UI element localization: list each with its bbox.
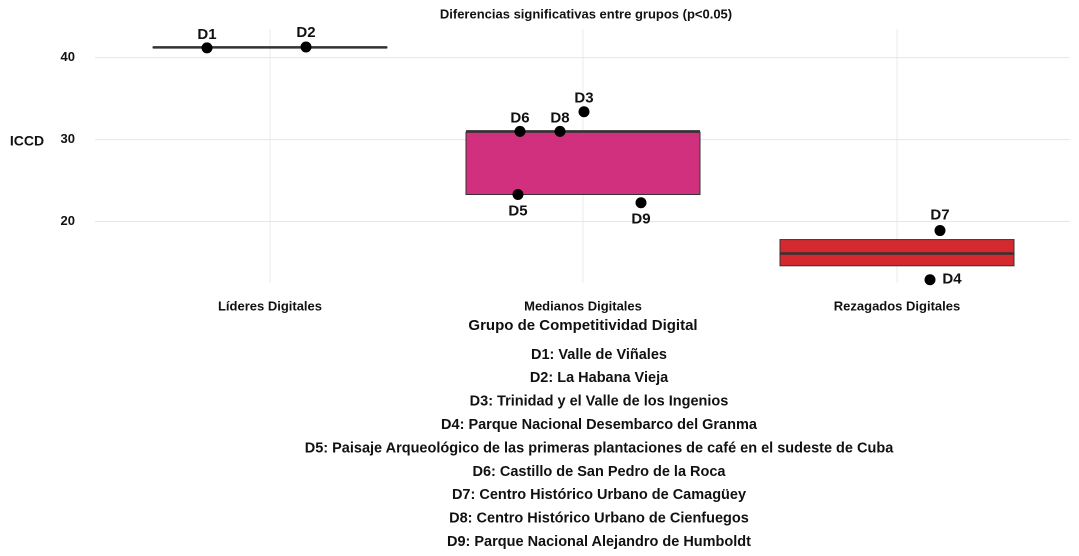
x-axis-label: Grupo de Competitividad Digital (468, 317, 697, 334)
y-tick-label: 20 (61, 213, 75, 228)
chart-title: Diferencias significativas entre grupos … (440, 6, 732, 21)
note: D9: Parque Nacional Alejandro de Humbold… (447, 534, 751, 550)
data-point (934, 225, 946, 237)
x-tick-label: Rezagados Digitales (834, 298, 960, 313)
point-label: D1 (197, 26, 216, 43)
data-point (300, 41, 312, 53)
y-tick-label: 30 (61, 131, 75, 146)
point-label: D4 (942, 271, 962, 288)
note: D7: Centro Histórico Urbano de Camagüey (452, 487, 746, 503)
point-label: D2 (296, 24, 315, 41)
x-tick-label: Medianos Digitales (524, 298, 642, 313)
point-label: D7 (930, 207, 949, 224)
note: D3: Trinidad y el Valle de los Ingenios (470, 394, 729, 410)
data-point (924, 274, 936, 286)
point-label: D5 (508, 202, 527, 219)
note: D4: Parque Nacional Desembarco del Granm… (441, 417, 758, 433)
note: D2: La Habana Vieja (530, 370, 669, 386)
data-point (578, 106, 590, 118)
data-point (512, 189, 524, 201)
data-point (635, 197, 647, 209)
box (465, 131, 701, 196)
y-axis-label: ICCD (10, 133, 44, 149)
data-point (554, 125, 566, 137)
note: D1: Valle de Viñales (531, 347, 667, 363)
point-label: D6 (510, 109, 529, 126)
point-label: D3 (574, 90, 593, 107)
note: D6: Castillo de San Pedro de la Roca (472, 464, 726, 480)
data-point (514, 125, 526, 137)
x-tick-label: Líderes Digitales (218, 298, 322, 313)
y-tick-label: 40 (61, 49, 75, 64)
note: D8: Centro Histórico Urbano de Cienfuego… (449, 511, 749, 527)
point-label: D8 (550, 109, 569, 126)
data-point (201, 42, 213, 54)
point-label: D9 (631, 211, 650, 228)
note: D5: Paisaje Arqueológico de las primeras… (305, 440, 894, 456)
